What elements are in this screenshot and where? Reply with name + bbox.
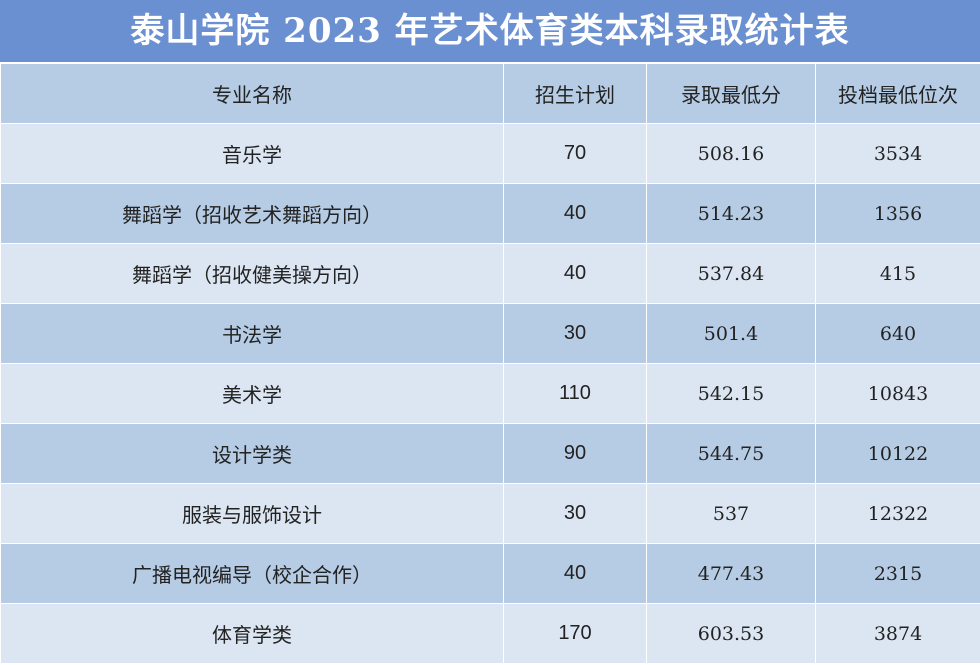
min-score-cell: 537 [646,483,816,544]
table-title: 泰山学院 2023 年艺术体育类本科录取统计表 [0,0,980,63]
min-score-cell: 537.84 [646,243,816,304]
plan-cell: 110 [503,363,647,424]
major-cell: 广播电视编导（校企合作） [0,543,504,604]
header-major: 专业名称 [0,63,504,124]
min-score-cell: 501.4 [646,303,816,364]
major-cell: 书法学 [0,303,504,364]
plan-cell: 70 [503,123,647,184]
major-cell: 美术学 [0,363,504,424]
min-score-cell: 477.43 [646,543,816,604]
table-row: 音乐学 70 508.16 3534 [0,123,980,184]
header-min-score: 录取最低分 [646,63,816,124]
table-row: 广播电视编导（校企合作） 40 477.43 2315 [0,543,980,604]
major-cell: 体育学类 [0,603,504,664]
table-row: 服装与服饰设计 30 537 12322 [0,483,980,544]
min-rank-cell: 415 [815,243,980,304]
major-cell: 设计学类 [0,423,504,484]
header-plan: 招生计划 [503,63,647,124]
min-score-cell: 542.15 [646,363,816,424]
plan-cell: 90 [503,423,647,484]
min-score-cell: 514.23 [646,183,816,244]
major-cell: 音乐学 [0,123,504,184]
min-score-cell: 508.16 [646,123,816,184]
major-cell: 服装与服饰设计 [0,483,504,544]
min-rank-cell: 2315 [815,543,980,604]
min-rank-cell: 10843 [815,363,980,424]
table-row: 书法学 30 501.4 640 [0,303,980,364]
table-row: 舞蹈学（招收艺术舞蹈方向） 40 514.23 1356 [0,183,980,244]
table-row: 体育学类 170 603.53 3874 [0,603,980,664]
plan-cell: 40 [503,543,647,604]
min-rank-cell: 3874 [815,603,980,664]
min-rank-cell: 640 [815,303,980,364]
min-rank-cell: 1356 [815,183,980,244]
table-row: 舞蹈学（招收健美操方向） 40 537.84 415 [0,243,980,304]
header-row: 专业名称 招生计划 录取最低分 投档最低位次 [0,63,980,124]
plan-cell: 40 [503,243,647,304]
min-rank-cell: 12322 [815,483,980,544]
min-score-cell: 603.53 [646,603,816,664]
min-rank-cell: 3534 [815,123,980,184]
plan-cell: 40 [503,183,647,244]
major-cell: 舞蹈学（招收艺术舞蹈方向） [0,183,504,244]
min-rank-cell: 10122 [815,423,980,484]
table-row: 美术学 110 542.15 10843 [0,363,980,424]
table-row: 设计学类 90 544.75 10122 [0,423,980,484]
header-min-rank: 投档最低位次 [815,63,980,124]
min-score-cell: 544.75 [646,423,816,484]
major-cell: 舞蹈学（招收健美操方向） [0,243,504,304]
admission-table: 专业名称 招生计划 录取最低分 投档最低位次 音乐学 70 508.16 353… [0,63,980,664]
plan-cell: 30 [503,483,647,544]
plan-cell: 170 [503,603,647,664]
plan-cell: 30 [503,303,647,364]
